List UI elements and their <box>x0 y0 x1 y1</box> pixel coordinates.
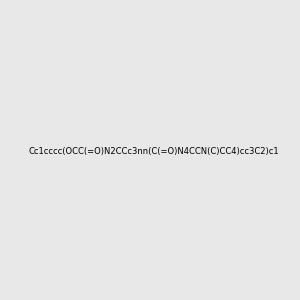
Text: Cc1cccc(OCC(=O)N2CCc3nn(C(=O)N4CCN(C)CC4)cc3C2)c1: Cc1cccc(OCC(=O)N2CCc3nn(C(=O)N4CCN(C)CC4… <box>28 147 279 156</box>
